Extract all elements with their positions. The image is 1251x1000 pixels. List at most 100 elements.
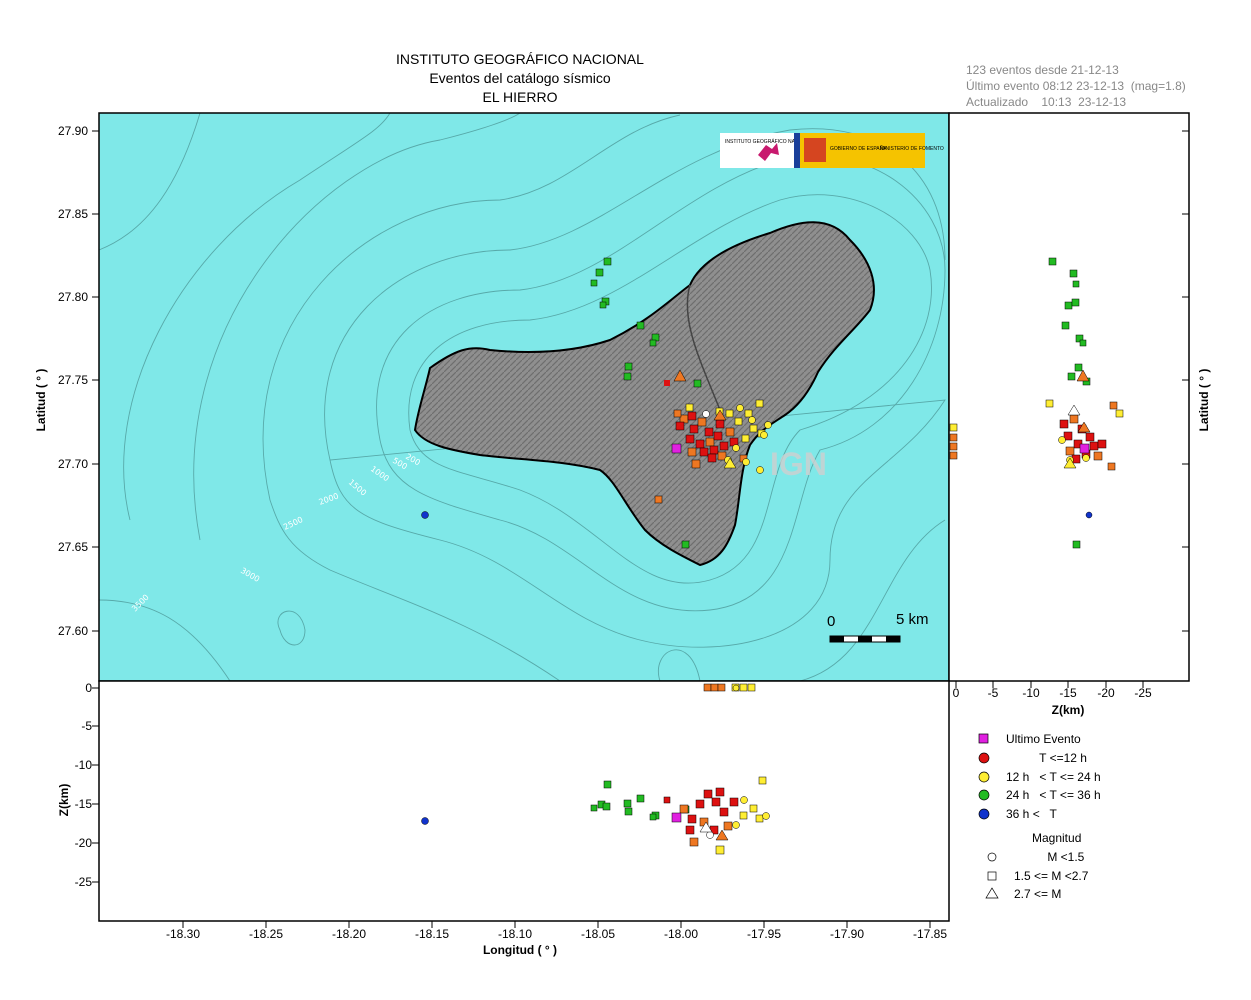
- event-marker: [421, 817, 429, 825]
- legend-mag-large: 2.7 <= M: [1014, 887, 1062, 901]
- legend-t12: T <=12 h: [1006, 751, 1087, 765]
- event-marker: [1072, 280, 1080, 288]
- svg-text:0: 0: [85, 681, 92, 695]
- event-marker: [599, 301, 607, 309]
- event-marker: [649, 813, 657, 821]
- svg-text:27.75: 27.75: [58, 373, 88, 387]
- svg-text:-18.05: -18.05: [581, 927, 615, 941]
- event-marker: [673, 369, 687, 382]
- event-marker: [1069, 269, 1078, 278]
- event-marker: [664, 380, 670, 386]
- svg-text:-25: -25: [75, 875, 93, 889]
- svg-text:MINISTERIO DE FOMENTO: MINISTERIO DE FOMENTO: [880, 146, 944, 152]
- bottom-z-axis-label: Z(km): [57, 784, 71, 817]
- event-marker: [1067, 372, 1076, 381]
- event-marker: [1071, 298, 1080, 307]
- scale-bar: 0 5 km: [827, 611, 929, 643]
- map-panel: 200 500 1000 1500 2000 2500 3000 3500 IG…: [98, 112, 949, 682]
- lon-axis-label: Longitud ( ° ): [483, 943, 557, 957]
- event-marker: [624, 362, 633, 371]
- event-marker: [624, 807, 633, 816]
- svg-text:27.80: 27.80: [58, 290, 88, 304]
- info-updated: Actualizado 10:13 23-12-13: [966, 95, 1127, 109]
- svg-text:-18.25: -18.25: [249, 927, 283, 941]
- event-marker: [1045, 399, 1054, 408]
- event-marker: [603, 780, 612, 789]
- svg-text:-18.15: -18.15: [415, 927, 449, 941]
- bathymetry-contours: [98, 112, 946, 682]
- event-marker: [681, 540, 690, 549]
- title-region: EL HIERRO: [482, 89, 558, 105]
- event-marker: [1074, 363, 1083, 372]
- info-event-count: 123 eventos desde 21-12-13: [966, 63, 1119, 77]
- event-marker: [1107, 462, 1116, 471]
- svg-text:-18.00: -18.00: [664, 927, 698, 941]
- legend-mag-medium: 1.5 <= M <2.7: [1014, 869, 1089, 883]
- map-events: [421, 257, 772, 549]
- event-marker: [623, 372, 632, 381]
- svg-text:27.70: 27.70: [58, 457, 88, 471]
- svg-text:-25: -25: [1134, 686, 1152, 700]
- svg-text:-10: -10: [1022, 686, 1040, 700]
- event-marker: [649, 339, 657, 347]
- event-marker: [590, 804, 598, 812]
- legend-symbols: [978, 733, 999, 899]
- event-marker: [1115, 409, 1124, 418]
- depth-longitude-panel: 0 -5 -10 -15 -20 -25 -18.30 -18.25 -18.2…: [57, 680, 950, 957]
- side-events: [949, 257, 1124, 549]
- event-marker: [421, 511, 429, 519]
- svg-text:-18.20: -18.20: [332, 927, 366, 941]
- svg-text:27.90: 27.90: [58, 124, 88, 138]
- event-marker: [1072, 540, 1081, 549]
- event-marker: [663, 796, 671, 804]
- legend-t24: 12 h < T <= 24 h: [1006, 770, 1101, 784]
- event-marker: [1076, 369, 1090, 382]
- legend-magnitude-title: Magnitud: [1032, 831, 1082, 845]
- svg-text:-5: -5: [81, 719, 92, 733]
- event-marker: [1048, 257, 1057, 266]
- svg-text:-15: -15: [1059, 686, 1077, 700]
- event-marker: [595, 268, 604, 277]
- legend-mag-small: M <1.5: [1014, 850, 1085, 864]
- legend-last-event: Ultimo Evento: [1006, 732, 1081, 746]
- side-z-axis-label: Z(km): [1052, 703, 1085, 717]
- svg-text:27.85: 27.85: [58, 207, 88, 221]
- event-marker: [602, 802, 611, 811]
- svg-text:-20: -20: [75, 836, 93, 850]
- event-marker: [623, 799, 632, 808]
- ign-logo: INSTITUTO GEOGRÁFICO NACIONAL GOBIERNO D…: [720, 133, 944, 168]
- svg-text:-10: -10: [75, 758, 93, 772]
- event-marker: [1064, 301, 1073, 310]
- side-lat-axis-label: Latitud ( ° ): [1197, 369, 1211, 432]
- svg-text:27.65: 27.65: [58, 540, 88, 554]
- svg-text:-17.85: -17.85: [913, 927, 947, 941]
- svg-text:-17.95: -17.95: [747, 927, 781, 941]
- event-marker: [636, 321, 645, 330]
- svg-text:-5: -5: [988, 686, 999, 700]
- title-catalog: Eventos del catálogo sísmico: [429, 70, 611, 86]
- legend-older: 36 h < T: [1006, 807, 1057, 821]
- island-el-hierro: [413, 221, 875, 567]
- ign-watermark: IGN: [770, 446, 827, 482]
- svg-text:-17.90: -17.90: [830, 927, 864, 941]
- event-marker: [1061, 321, 1070, 330]
- svg-text:-20: -20: [1097, 686, 1115, 700]
- event-marker: [654, 495, 663, 504]
- event-marker: [1109, 401, 1118, 410]
- svg-text:GOBIERNO DE ESPAÑA: GOBIERNO DE ESPAÑA: [830, 145, 887, 152]
- lat-axis-label: Latitud ( ° ): [34, 369, 48, 432]
- title-institute: INSTITUTO GEOGRÁFICO NACIONAL: [396, 51, 644, 67]
- depth-latitude-panel: 0 -5 -10 -15 -20 -25 Z(km) Latitud ( ° ): [948, 112, 1211, 717]
- event-marker: [1075, 334, 1084, 343]
- svg-text:27.60: 27.60: [58, 624, 88, 638]
- event-marker: [693, 379, 702, 388]
- event-marker: [590, 279, 598, 287]
- event-marker: [603, 257, 612, 266]
- svg-text:0: 0: [953, 686, 960, 700]
- bottom-events: [421, 683, 770, 855]
- event-marker: [1085, 511, 1093, 519]
- svg-text:-15: -15: [75, 797, 93, 811]
- info-last-event: Último evento 08:12 23-12-13 (mag=1.8): [966, 79, 1186, 93]
- svg-text:INSTITUTO GEOGRÁFICO NACIONAL: INSTITUTO GEOGRÁFICO NACIONAL: [725, 138, 814, 145]
